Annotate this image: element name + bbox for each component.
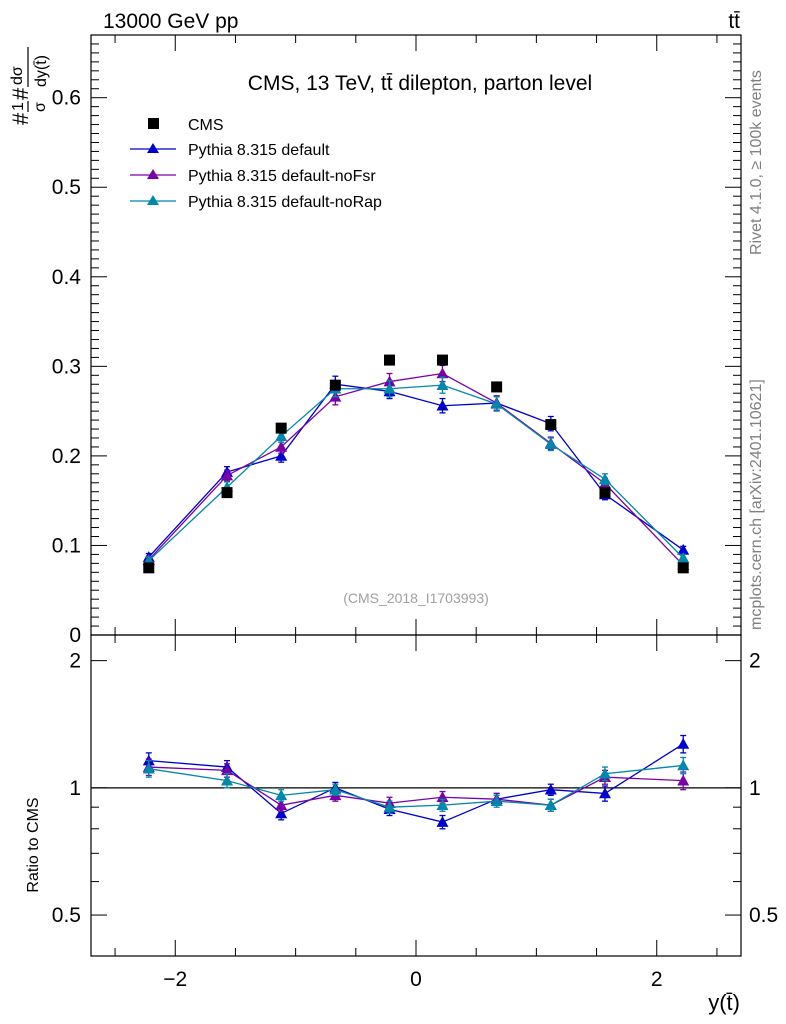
x-tick-label: 2 <box>651 968 663 991</box>
svg-text:#: # <box>8 87 33 100</box>
ratio-y-tick-label-right: 0.5 <box>749 904 778 927</box>
ratio-point-pythia-8-315-default-nofsr <box>677 774 690 786</box>
legend-label-nofsr: Pythia 8.315 default-noFsr <box>188 168 376 185</box>
ratio-point-pythia-8-315-default-norap <box>490 795 503 806</box>
ratio-plot-frame <box>90 634 742 957</box>
ratio-point-pythia-8-315-default-norap <box>436 799 449 810</box>
legend-marker-nofsr <box>147 169 159 179</box>
legend-label-cms: CMS <box>188 117 224 134</box>
process-label: tt̄ <box>728 10 740 33</box>
legend-marker-norap <box>147 195 159 205</box>
plot-title: CMS, 13 TeV, tt̄ dilepton, parton level <box>248 72 592 95</box>
main-point-cms <box>143 562 155 574</box>
main-line-pythia-8-315-default <box>148 383 684 558</box>
main-point-pythia-8-315-default-norap <box>275 430 288 441</box>
main-point-pythia-8-315-default-norap <box>490 397 503 409</box>
energy-label: 13000 GeV pp <box>103 10 238 33</box>
main-point-cms <box>599 487 611 499</box>
ratio-point-pythia-8-315-default-norap <box>383 801 396 812</box>
main-point-cms <box>329 379 341 391</box>
main-point-cms <box>436 354 448 366</box>
ratio-line-pythia-8-315-default-norap <box>148 764 684 808</box>
ratio-point-pythia-8-315-default-norap <box>677 759 690 771</box>
legend-marker-default <box>147 143 159 153</box>
svg-text:#: # <box>8 112 33 125</box>
svg-text:dσ: dσ <box>9 66 26 85</box>
ratio-point-pythia-8-315-default <box>544 783 557 795</box>
legend-label-default: Pythia 8.315 default <box>188 142 330 159</box>
ratio-y-tick-label-right: 1 <box>749 777 761 800</box>
main-point-pythia-8-315-default-norap <box>383 382 396 394</box>
main-line-pythia-8-315-default-nofsr <box>148 372 684 566</box>
ratio-point-pythia-8-315-default-norap <box>142 762 155 774</box>
ratio-y-tick-label-right: 2 <box>749 650 761 673</box>
ratio-point-pythia-8-315-default-norap <box>329 783 342 795</box>
main-point-pythia-8-315-default-norap <box>677 551 690 563</box>
main-point-cms <box>221 487 233 499</box>
main-point-pythia-8-315-default <box>677 543 690 555</box>
svg-text:σ: σ <box>32 102 49 112</box>
svg-text:dy(t̄): dy(t̄) <box>33 55 50 87</box>
main-point-cms <box>384 354 396 366</box>
ratio-point-pythia-8-315-default-norap <box>275 789 288 801</box>
ratio-point-pythia-8-315-default-norap <box>221 774 234 786</box>
ratio-y-tick-label: 1 <box>69 777 81 800</box>
main-point-pythia-8-315-default <box>275 449 288 461</box>
ratio-point-pythia-8-315-default <box>436 816 449 827</box>
main-point-cms <box>275 422 287 434</box>
ratio-point-pythia-8-315-default <box>275 807 288 819</box>
ratio-plot-marks <box>142 734 690 830</box>
x-axis-label: y(t̄) <box>708 990 740 1015</box>
main-point-cms <box>491 381 503 393</box>
main-plot-marks <box>142 354 690 574</box>
y-tick-label: 0.1 <box>52 534 81 557</box>
main-point-pythia-8-315-default-nofsr <box>275 440 288 452</box>
main-point-pythia-8-315-default-nofsr <box>221 469 234 481</box>
y-tick-label: 0.3 <box>52 355 81 378</box>
ratio-point-pythia-8-315-default-nofsr <box>221 764 234 776</box>
ratio-ylabel: Ratio to CMS <box>25 797 42 892</box>
x-tick-label: 0 <box>410 968 422 991</box>
ratio-point-pythia-8-315-default <box>598 787 611 799</box>
rivet-label: Rivet 4.1.0, ≥ 100k events <box>748 70 765 255</box>
y-tick-label: 0 <box>69 624 81 647</box>
legend: CMS Pythia 8.315 default Pythia 8.315 de… <box>130 117 382 211</box>
main-point-cms <box>677 562 689 574</box>
y-tick-label: 0.5 <box>52 176 81 199</box>
y-tick-label: 0.6 <box>52 87 81 110</box>
mcplots-label: mcplots.cern.ch [arXiv:2401.10621] <box>748 379 765 630</box>
main-point-pythia-8-315-default <box>436 399 449 411</box>
legend-marker-cms <box>148 118 159 129</box>
main-point-cms <box>545 419 557 431</box>
ratio-y-tick-label: 2 <box>69 650 81 673</box>
ratio-point-pythia-8-315-default-nofsr <box>275 799 288 810</box>
ratio-y-tick-label: 0.5 <box>52 904 81 927</box>
y-tick-label: 0.2 <box>52 445 81 468</box>
main-point-pythia-8-315-default-norap <box>544 438 557 450</box>
svg-text:1: 1 <box>10 102 27 111</box>
main-line-pythia-8-315-default-norap <box>148 384 684 562</box>
main-plot-axes: 0 0.1 0.2 0.3 0.4 0.5 0.6 <box>52 34 742 647</box>
ratio-point-pythia-8-315-default-norap <box>544 799 557 810</box>
y-tick-label: 0.4 <box>52 266 82 289</box>
main-point-pythia-8-315-default-nofsr <box>436 367 449 379</box>
main-ylabel: # 1 σ # dσ dy(t̄) <box>8 47 50 125</box>
legend-label-norap: Pythia 8.315 default-noRap <box>188 194 382 211</box>
ratio-point-pythia-8-315-default <box>677 737 690 749</box>
ratio-plot-axes: −2 0 2 0.5 0.5 1 1 2 2 <box>52 634 778 991</box>
x-tick-label: −2 <box>163 968 187 991</box>
main-point-pythia-8-315-default-norap <box>436 379 449 390</box>
main-point-pythia-8-315-default-norap <box>598 473 611 484</box>
watermark-label: (CMS_2018_I1703993) <box>343 590 489 606</box>
ratio-point-pythia-8-315-default-norap <box>598 767 611 779</box>
